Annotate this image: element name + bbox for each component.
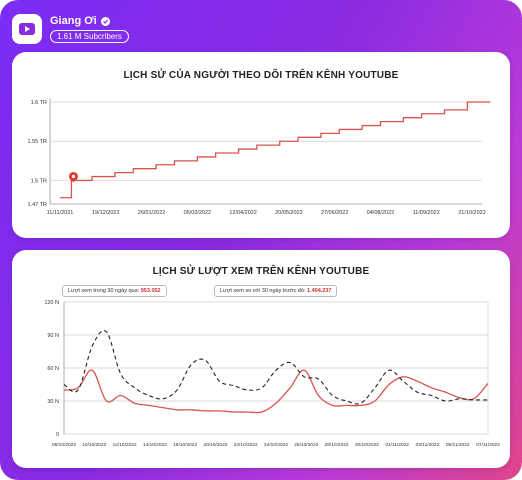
y-tick-label: 1.5 TR [31, 178, 47, 184]
legend-previous-label: Lượt xem so với 30 ngày trước đó: [220, 288, 306, 294]
channel-header: Giang Ơi 1.61 M Subcribers [12, 12, 129, 46]
legend-previous-30-days: Lượt xem so với 30 ngày trước đó: 1.404.… [214, 285, 338, 297]
current-period-line [63, 369, 489, 414]
channel-info: Giang Ơi 1.61 M Subcribers [50, 15, 129, 43]
pin-tip [70, 178, 76, 183]
legend-previous-value: 1.404.237 [306, 288, 332, 294]
views-history-chart: 120 N 90 N 60 N 30 N 0 08/10/2022 10/10/2022 12… [44, 300, 500, 448]
x-tick-label: 11/11/2021 [47, 210, 74, 216]
x-tick-label: 07/11/2022 [476, 442, 500, 448]
x-tick-label: 03/11/2022 [416, 442, 440, 448]
legend-current-label: Lượt xem trong 30 ngày qua: [68, 288, 140, 294]
subscriber-line [60, 101, 491, 199]
x-tick-label: 27/06/2022 [321, 210, 349, 216]
subscriber-history-card: LỊCH SỬ CỦA NGƯỜI THEO DÕI TRÊN KÊNH YOU… [12, 52, 510, 238]
x-tick-label: 01/11/2022 [385, 442, 409, 448]
x-tick-label: 26/10/2022 [294, 442, 318, 448]
y-tick-label: 60 N [47, 366, 59, 372]
x-tick-label: 26/01/2022 [138, 210, 166, 216]
x-tick-label: 14/10/2022 [143, 442, 167, 448]
x-tick-label: 04/08/2022 [367, 210, 395, 216]
legend-current-value: 953.052 [140, 288, 161, 294]
y-tick-label: 0 [56, 432, 59, 438]
x-tick-label: 18/10/2022 [173, 442, 197, 448]
x-tick-label: 10/10/2022 [82, 442, 106, 448]
y-tick-label: 90 N [47, 333, 59, 339]
x-tick-label: 11/09/2022 [413, 210, 440, 216]
x-tick-label: 24/10/2022 [264, 442, 288, 448]
x-tick-label: 20/10/2022 [203, 442, 227, 448]
check-badge-icon [100, 16, 110, 26]
x-tick-label: 05/11/2022 [446, 442, 470, 448]
views-history-card: LỊCH SỬ LƯỢT XEM TRÊN KÊNH YOUTUBE Lượt … [12, 250, 510, 468]
y-tick-label: 30 N [47, 399, 59, 405]
map-pin-icon [68, 171, 78, 183]
views-chart-title: LỊCH SỬ LƯỢT XEM TRÊN KÊNH YOUTUBE [152, 266, 370, 277]
x-tick-label: 12/10/2022 [113, 442, 137, 448]
x-tick-label: 19/12/2022 [92, 210, 120, 216]
x-tick-label: 30/10/2022 [355, 442, 379, 448]
play-icon[interactable] [12, 14, 42, 44]
pin-dot [71, 174, 76, 179]
y-tick-label: 1.47 TR [28, 202, 47, 208]
subscriber-chart-title: LỊCH SỬ CỦA NGƯỜI THEO DÕI TRÊN KÊNH YOU… [123, 70, 399, 81]
x-tick-label: 08/10/2022 [52, 442, 76, 448]
subscriber-count-badge: 1.61 M Subcribers [50, 30, 129, 43]
legend-current-30-days: Lượt xem trong 30 ngày qua: 953.052 [62, 285, 167, 297]
x-tick-label: 22/10/2022 [234, 442, 258, 448]
x-tick-label: 12/04/2022 [229, 210, 257, 216]
channel-name-row: Giang Ơi [50, 15, 129, 27]
x-tick-label: 05/03/2022 [184, 210, 212, 216]
y-tick-label: 1.55 TR [28, 139, 47, 145]
y-tick-label: 1.6 TR [31, 100, 47, 106]
y-tick-label: 120 N [44, 300, 59, 306]
x-tick-label: 21/10/2022 [458, 210, 486, 216]
x-tick-label: 28/10/2022 [325, 442, 349, 448]
previous-period-line [63, 330, 489, 405]
channel-name[interactable]: Giang Ơi [50, 15, 97, 27]
x-tick-label: 20/05/2022 [275, 210, 303, 216]
